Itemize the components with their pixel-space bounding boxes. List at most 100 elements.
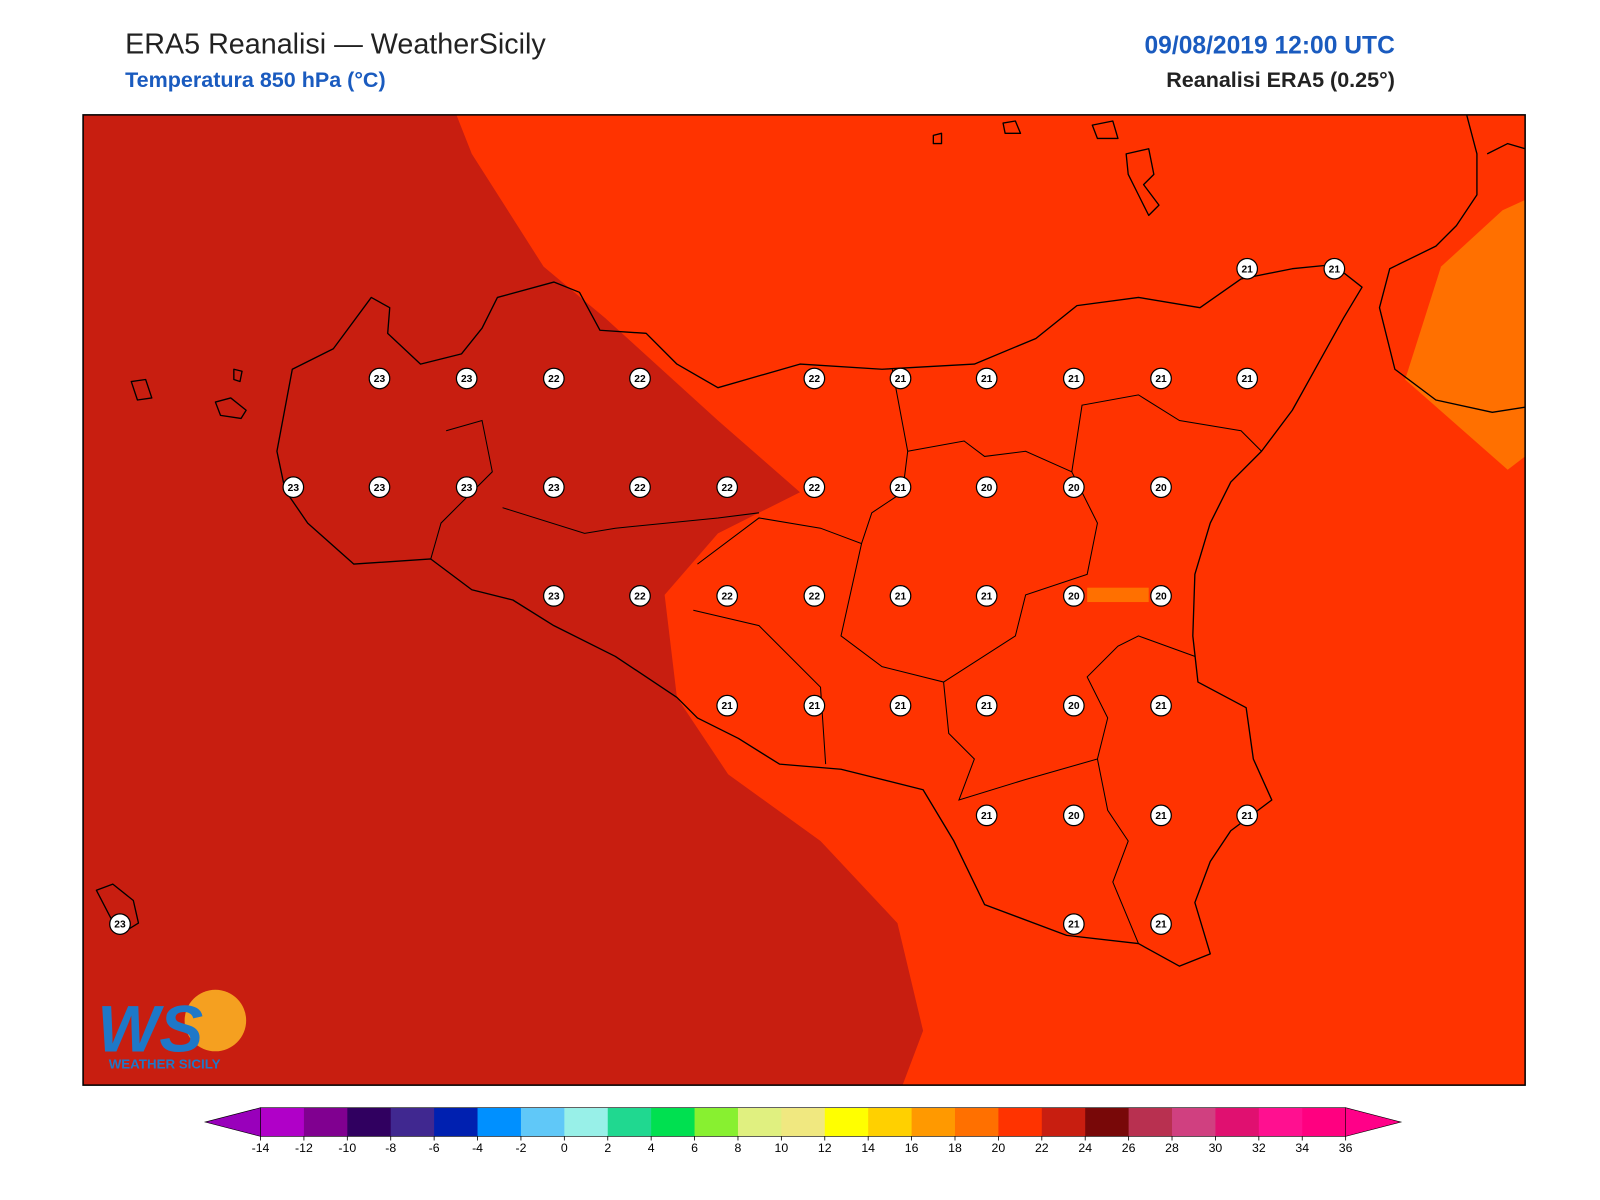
colorbar-segment [868,1107,913,1137]
station-value: 20 [1068,811,1080,822]
station-marker [282,476,305,499]
colorbar-tick-label: 20 [992,1141,1006,1155]
colorbar-tick-label: 2 [604,1141,611,1155]
station-marker [1150,476,1172,499]
station-value: 23 [288,483,300,494]
station-marker [975,476,998,499]
station-marker [368,476,391,499]
island [1125,148,1160,217]
station-value: 21 [981,374,993,385]
station-value: 23 [461,483,473,494]
station-marker [889,367,912,390]
station-marker [1150,804,1172,827]
colorbar-tick-label: 10 [775,1141,789,1155]
colorbar-tick-label: 0 [561,1141,568,1155]
station-value: 23 [374,483,386,494]
coastline [1486,142,1526,155]
station-value: 20 [1068,483,1080,494]
station-value: 20 [1068,591,1080,602]
station-marker [716,476,739,499]
colorbar-tick-label: -12 [295,1141,313,1155]
province-border [693,609,827,765]
station-marker [629,367,651,390]
station-layer: 21 21 23 23 22 22 22 21 21 21 21 21 23 23 23 23 22 22 22 21… [109,257,1346,935]
station-value: 21 [981,811,993,822]
colorbar-tick-label: 26 [1122,1141,1136,1155]
colorbar-tick-label: 12 [818,1141,832,1155]
subtitle: Temperatura 850 hPa (°C) [125,68,386,92]
station-marker [542,585,565,607]
colorbar-over [1345,1107,1403,1137]
logo-sun [184,989,247,1052]
station-value: 23 [548,591,560,602]
station-value: 22 [809,483,821,494]
station-marker [803,694,826,717]
station-marker [629,476,651,499]
title: ERA5 Reanalisi — WeatherSicily [125,28,546,60]
colorbar-tick-label: 28 [1165,1141,1179,1155]
station-marker [803,367,826,390]
colorbar-segment [911,1107,956,1137]
colorbar: -14 -12 -10 -8 -6 -4 -2 0 2 4 6 8 10 12 14 16 18 20 22 24 26… [203,1107,1403,1155]
station-value: 21 [981,701,993,712]
station-marker [975,804,998,827]
island [214,397,247,420]
source: Reanalisi ERA5 (0.25°) [1166,68,1395,92]
province-border [502,507,760,534]
colorbar-segment [1215,1107,1260,1137]
colorbar-segment [347,1107,392,1137]
station-value: 22 [634,483,646,494]
colorbar-segment [260,1107,305,1137]
colorbar-segment [1085,1107,1130,1137]
island [1091,120,1119,140]
colorbar-tick-label: 18 [948,1141,962,1155]
station-value: 20 [1155,591,1167,602]
station-value: 21 [809,701,821,712]
station-marker [1150,585,1172,607]
colorbar-segment [477,1107,522,1137]
logo: WS WEATHER SICILY [97,989,247,1072]
map-frame [82,114,1526,1086]
island [233,368,243,383]
station-value: 22 [721,483,733,494]
colorbar-segment [781,1107,826,1137]
station-value: 21 [1155,701,1167,712]
station-marker [1236,367,1259,390]
station-marker [1150,367,1172,390]
colorbar-tick-label: 16 [905,1141,919,1155]
colorbar-tick-label: -14 [252,1141,270,1155]
station-marker [629,585,651,607]
station-marker [1323,257,1346,280]
coastline [1378,114,1526,413]
colorbar-tick-label: 34 [1295,1141,1309,1155]
colorbar-tick-label: 6 [691,1141,698,1155]
station-value: 23 [548,483,560,494]
station-value: 20 [1068,701,1080,712]
island [130,378,153,401]
station-value: 23 [461,374,473,385]
colorbar-tick-label: -2 [515,1141,526,1155]
station-value: 21 [895,701,907,712]
station-marker [109,913,131,935]
province-border [430,419,493,560]
station-value: 22 [548,374,560,385]
colorbar-segment [694,1107,739,1137]
station-value: 22 [634,591,646,602]
colorbar-segment [564,1107,609,1137]
station-value: 21 [895,483,907,494]
station-marker [542,476,565,499]
colorbar-tick-label: 14 [861,1141,875,1155]
colorbar-tick-label: 30 [1209,1141,1223,1155]
station-marker [1062,913,1085,935]
colorbar-segment [954,1107,999,1137]
colorbar-tick-label: -10 [338,1141,356,1155]
station-value: 23 [114,920,126,931]
island [932,132,943,145]
station-marker [455,367,478,390]
station-marker [975,694,998,717]
station-marker [1062,694,1085,717]
station-value: 21 [1155,920,1167,931]
station-marker [889,476,912,499]
